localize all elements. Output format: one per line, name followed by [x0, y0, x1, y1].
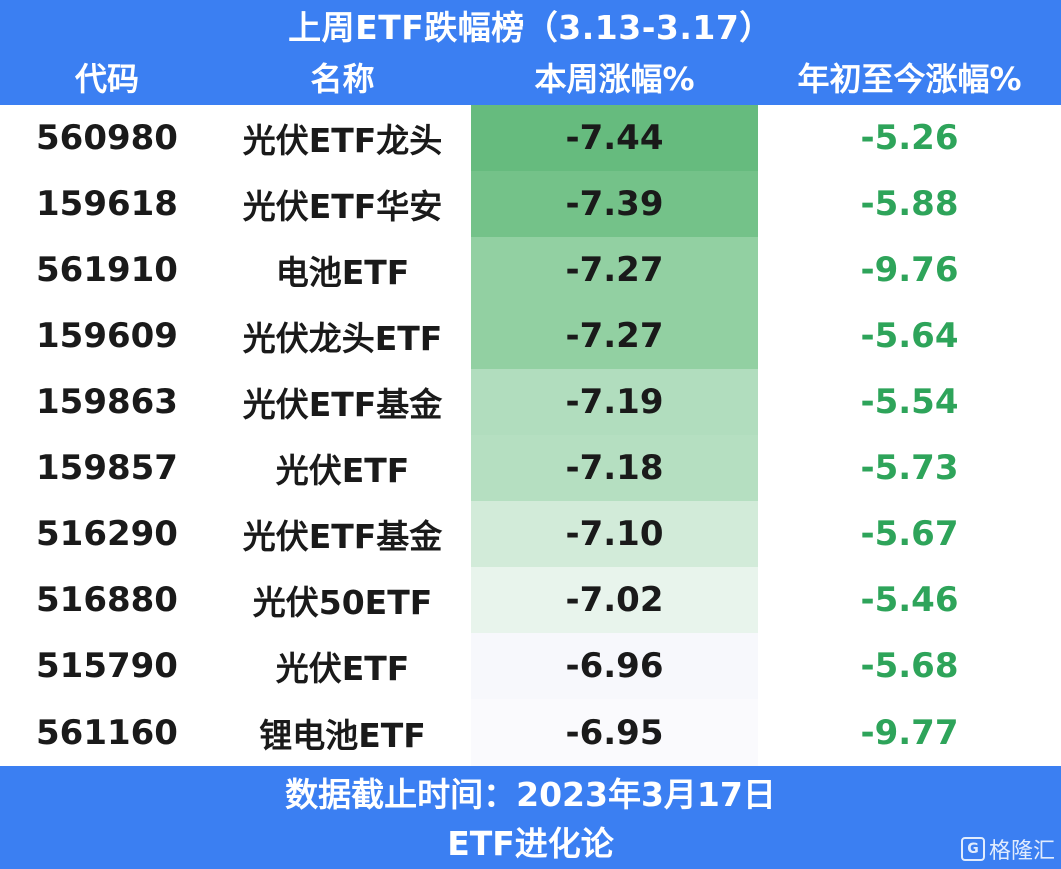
weekly-change-cell: -7.27	[471, 237, 758, 303]
ytd-change-cell: -5.46	[860, 580, 959, 620]
etf-name-cell: 光伏ETF华安	[242, 187, 443, 226]
table-row: 159609 光伏龙头ETF -7.27 -5.64	[0, 303, 1061, 369]
table-header: 上周ETF跌幅榜（3.13-3.17） 代码 名称 本周涨幅% 年初至今涨幅%	[0, 0, 1061, 105]
table-row: 159618 光伏ETF华安 -7.39 -5.88	[0, 171, 1061, 237]
etf-name-cell: 光伏ETF龙头	[242, 121, 443, 160]
table-row: 561160 锂电池ETF -6.95 -9.77	[0, 699, 1061, 766]
watermark-text: 格隆汇	[988, 839, 1055, 864]
column-header-code: 代码	[74, 60, 139, 98]
etf-code-cell: 159863	[36, 382, 178, 422]
ytd-change-cell: -5.67	[860, 514, 959, 554]
table-row: 515790 光伏ETF -6.96 -5.68	[0, 633, 1061, 699]
weekly-change-cell: -7.10	[471, 501, 758, 567]
column-header-name: 名称	[310, 60, 375, 98]
table-row: 159863 光伏ETF基金 -7.19 -5.54	[0, 369, 1061, 435]
ytd-change-cell: -5.26	[860, 118, 959, 158]
watermark: G 格隆汇	[960, 835, 1055, 864]
ytd-change-cell: -9.76	[860, 250, 959, 290]
etf-code-cell: 159609	[36, 316, 178, 356]
weekly-change-cell: -7.19	[471, 369, 758, 435]
ytd-change-cell: -5.88	[860, 184, 959, 224]
source-label: ETF进化论	[447, 824, 614, 863]
table-row: 516880 光伏50ETF -7.02 -5.46	[0, 567, 1061, 633]
weekly-change-cell: -6.96	[471, 633, 758, 699]
table-row: 516290 光伏ETF基金 -7.10 -5.67	[0, 501, 1061, 567]
etf-name-cell: 光伏ETF基金	[242, 385, 443, 424]
ytd-change-cell: -5.73	[860, 448, 959, 488]
etf-name-cell: 电池ETF	[275, 253, 410, 292]
data-cutoff-date: 数据截止时间：2023年3月17日	[285, 775, 776, 814]
etf-code-cell: 516290	[36, 514, 178, 554]
etf-name-cell: 光伏ETF	[275, 649, 410, 688]
etf-code-cell: 515790	[36, 646, 178, 686]
etf-name-cell: 光伏50ETF	[252, 583, 433, 622]
column-header-weekly-change: 本周涨幅%	[534, 60, 695, 98]
ytd-change-cell: -5.68	[860, 646, 959, 686]
etf-code-cell: 159618	[36, 184, 178, 224]
etf-code-cell: 159857	[36, 448, 178, 488]
etf-code-cell: 561160	[36, 712, 178, 753]
etf-code-cell: 516880	[36, 580, 178, 620]
weekly-change-cell: -7.02	[471, 567, 758, 633]
table-row: 560980 光伏ETF龙头 -7.44 -5.26	[0, 105, 1061, 171]
table-title: 上周ETF跌幅榜（3.13-3.17）	[288, 8, 773, 47]
table-row: 159857 光伏ETF -7.18 -5.73	[0, 435, 1061, 501]
weekly-change-cell: -7.27	[471, 303, 758, 369]
ytd-change-cell: -5.64	[860, 316, 959, 356]
etf-name-cell: 光伏ETF基金	[242, 517, 443, 556]
etf-name-cell: 锂电池ETF	[259, 715, 426, 755]
etf-code-cell: 560980	[36, 118, 178, 158]
etf-code-cell: 561910	[36, 250, 178, 290]
table-footer: 数据截止时间：2023年3月17日 ETF进化论 G 格隆汇	[0, 766, 1061, 869]
weekly-change-cell: -7.44	[471, 105, 758, 171]
ytd-change-cell: -5.54	[860, 382, 959, 422]
column-header-ytd-change: 年初至今涨幅%	[797, 60, 1022, 98]
etf-name-cell: 光伏龙头ETF	[242, 319, 443, 358]
weekly-change-cell: -7.39	[471, 171, 758, 237]
gelonghui-logo-icon: G	[960, 837, 985, 861]
table-body: 560980 光伏ETF龙头 -7.44 -5.26 159618 光伏ETF华安 -7.3…	[0, 105, 1061, 766]
ytd-change-cell: -9.77	[860, 712, 959, 753]
weekly-change-cell: -6.95	[471, 699, 758, 766]
table-row: 561910 电池ETF -7.27 -9.76	[0, 237, 1061, 303]
etf-name-cell: 光伏ETF	[275, 451, 410, 490]
weekly-change-cell: -7.18	[471, 435, 758, 501]
